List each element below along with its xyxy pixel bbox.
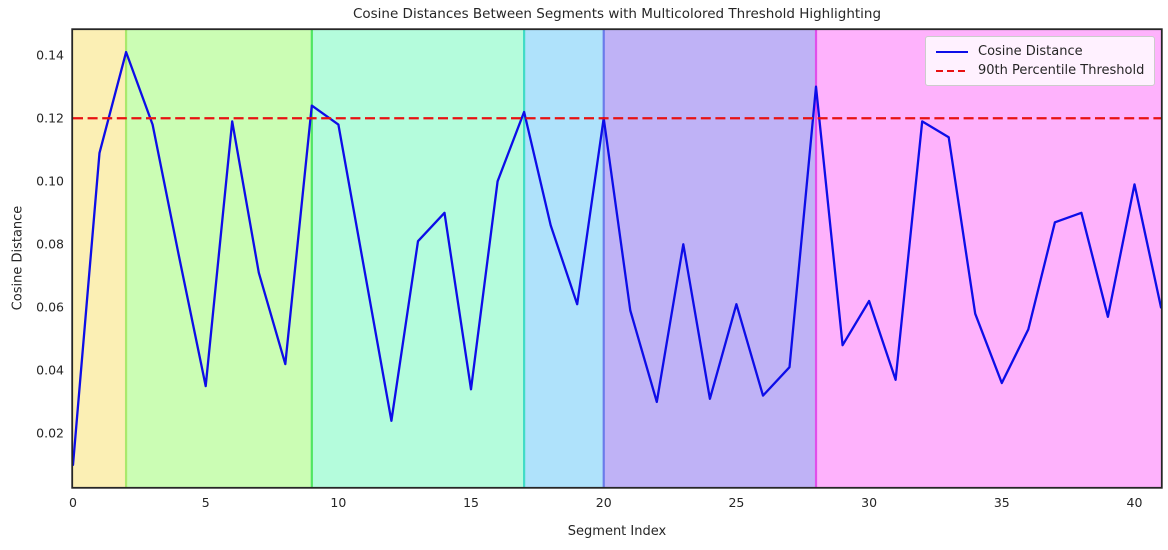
x-tick-label-6: 30	[861, 495, 878, 510]
legend-dashed-line-swatch	[936, 62, 968, 80]
y-tick-label-2: 0.06	[36, 299, 64, 315]
x-tick-label-1: 5	[201, 495, 210, 510]
band-5	[816, 30, 1161, 487]
legend-item-cosine-distance: Cosine Distance	[936, 43, 1146, 60]
x-tick-label-0: 0	[69, 495, 77, 510]
x-tick-label-5: 25	[728, 495, 745, 510]
band-edge-3	[602, 30, 605, 487]
chart-title: Cosine Distances Between Segments with M…	[352, 6, 882, 22]
y-tick-label-6: 0.14	[36, 47, 64, 63]
band-edge-1	[310, 30, 313, 487]
band-edge-0	[124, 30, 128, 487]
legend-item-threshold: 90th Percentile Threshold	[936, 62, 1146, 79]
cosine-distance-line	[71, 50, 1163, 467]
band-edge-2	[523, 30, 526, 487]
band-2	[311, 30, 525, 487]
legend: Cosine Distance 90th Percentile Threshol…	[925, 36, 1155, 86]
band-4	[603, 30, 817, 487]
band-0	[73, 30, 127, 487]
x-tick-label-8: 40	[1126, 495, 1143, 510]
y-tick-label-1: 0.04	[36, 362, 64, 378]
dashed-line-icon	[936, 69, 968, 72]
solid-line-icon	[936, 50, 968, 53]
y-tick-label-5: 0.12	[36, 110, 64, 126]
legend-solid-line-swatch	[936, 43, 968, 61]
y-tick-label-4: 0.10	[36, 173, 64, 189]
band-edge-4	[814, 30, 818, 487]
band-3	[524, 30, 604, 487]
legend-label-cosine-distance: Cosine Distance	[978, 44, 1083, 59]
x-tick-label-2: 10	[330, 495, 347, 510]
y-axis-label: Cosine Distance	[10, 205, 26, 311]
x-tick-label-4: 20	[595, 495, 612, 510]
axes-frame	[71, 28, 1163, 489]
x-tick-label-7: 35	[993, 495, 1010, 510]
x-axis-label: Segment Index	[567, 524, 667, 539]
y-tick-label-3: 0.08	[36, 236, 64, 252]
x-tick-label-3: 15	[463, 495, 479, 510]
legend-label-threshold: 90th Percentile Threshold	[978, 63, 1145, 78]
y-tick-label-0: 0.02	[36, 425, 64, 441]
